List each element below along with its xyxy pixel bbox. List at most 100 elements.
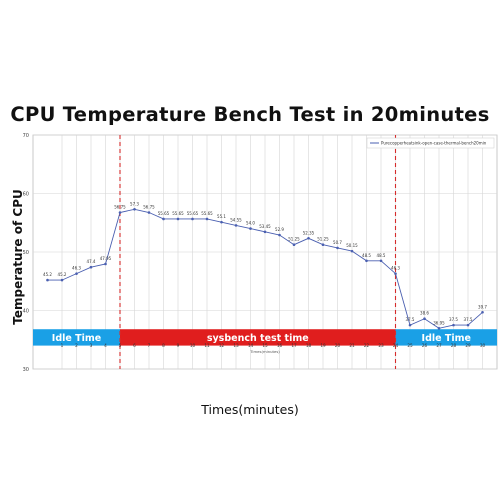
x-tick-label: 25 [407, 343, 413, 348]
legend-box [366, 137, 495, 149]
data-point [350, 249, 354, 253]
legend: Purecopperheatsink-open-case-thermal-ben… [366, 137, 495, 149]
data-point [46, 278, 49, 282]
data-label: 52.9 [275, 227, 284, 232]
data-label: 39.7 [478, 304, 487, 309]
data-label: 54.55 [230, 217, 242, 222]
data-point [394, 272, 397, 275]
data-label: 37.5 [406, 317, 415, 322]
x-tick-label: 16 [277, 343, 283, 348]
x-tick-label: 9 [177, 343, 180, 348]
data-point [307, 236, 310, 240]
phase-band [395, 329, 497, 346]
data-point [60, 278, 64, 282]
x-tick-label: 13 [233, 343, 239, 348]
data-point [365, 259, 368, 263]
data-label: 56.75 [143, 205, 155, 210]
x-tick-label: 6 [133, 343, 136, 348]
x-tick-label: 12 [219, 343, 225, 348]
data-label: 36.95 [433, 320, 445, 325]
x-tick-label: 8 [162, 343, 165, 348]
x-tick-label: 26 [422, 343, 428, 348]
data-label: 48.5 [362, 253, 371, 258]
x-tick-label: 14 [248, 343, 254, 348]
data-point [452, 323, 455, 327]
legend-label: Purecopperheatsink-open-case-thermal-ben… [381, 141, 487, 146]
data-label: 47.4 [87, 259, 96, 264]
x-tick-label: 7 [148, 343, 151, 348]
x-tick-label: 20 [335, 343, 341, 348]
x-tick-label: 28 [451, 343, 457, 348]
data-label: 47.95 [100, 256, 112, 261]
data-point [481, 310, 484, 314]
y-tick-label: 60 [23, 192, 29, 198]
x-tick-label: 5 [119, 343, 122, 348]
data-label: 52.35 [303, 230, 315, 235]
x-tick-label: 30 [480, 343, 486, 348]
x-tick-label: 11 [204, 343, 210, 348]
data-point [408, 323, 412, 327]
data-point [278, 233, 281, 237]
x-tick-label: 4 [104, 343, 107, 348]
x-tick-label: 10 [190, 343, 196, 348]
data-point [379, 259, 383, 263]
data-point [75, 272, 78, 275]
phase-band-label: Idle Time [52, 333, 101, 344]
data-point [104, 262, 107, 266]
x-tick-label: 23 [378, 343, 384, 348]
data-label: 56.75 [114, 205, 126, 210]
data-label: 57.3 [130, 201, 139, 206]
data-label: 55.65 [201, 211, 213, 216]
data-label: 37.5 [464, 317, 473, 322]
data-point [249, 227, 252, 230]
data-point [118, 211, 122, 214]
data-label: 37.5 [449, 317, 458, 322]
data-point [220, 220, 223, 224]
data-point [292, 243, 296, 246]
x-tick-label: 1 [61, 343, 64, 348]
data-point [205, 217, 209, 221]
phase-band-label: Idle Time [422, 333, 471, 344]
data-label: 51.25 [317, 237, 329, 242]
x-axis-title: Times(minutes) [201, 402, 299, 417]
x-tick-label: 29 [465, 343, 471, 348]
data-label: 45.2 [58, 272, 67, 277]
x-axis-sublabel: Times(minutes) [249, 349, 280, 354]
chart-title: CPU Temperature Bench Test in 20minutes [10, 103, 490, 126]
data-label: 46.3 [391, 266, 400, 271]
y-tick-label: 30 [23, 367, 29, 373]
data-label: 54.0 [246, 221, 255, 226]
data-point [423, 317, 426, 320]
data-label: 38.6 [420, 311, 429, 316]
data-point [133, 207, 136, 211]
series-group: 45.2 45.246.347.447.9556.7557.356.7555.65… [43, 201, 487, 330]
phase-divider-lines [119, 135, 397, 369]
phase-bands: Idle Time sysbench test time Idle Time [33, 329, 497, 346]
y-tick-label: 70 [23, 133, 29, 139]
x-tick-label: 18 [306, 343, 312, 348]
data-label: 46.3 [72, 266, 81, 271]
data-label: 51.25 [288, 237, 300, 242]
x-tick-label: 27 [436, 343, 442, 348]
data-point [89, 265, 93, 269]
phase-band-label: sysbench test time [207, 333, 309, 344]
data-point [176, 217, 180, 221]
data-point [191, 217, 194, 221]
data-label: 53.45 [259, 224, 271, 229]
data-point [263, 230, 267, 234]
x-tick-label: 2 [75, 343, 78, 348]
data-point [162, 217, 165, 221]
data-point [466, 323, 470, 327]
x-tick-label: 22 [364, 343, 370, 348]
x-tick-label: 21 [349, 343, 355, 348]
phase-band [33, 329, 120, 346]
data-label: 55.65 [158, 211, 170, 216]
data-label: 55.65 [172, 211, 184, 216]
data-point [147, 211, 151, 214]
data-label: 48.5 [377, 253, 386, 258]
x-tick-label: 15 [262, 343, 268, 348]
data-label: 45.2 [43, 272, 52, 277]
x-tick-label: 19 [320, 343, 326, 348]
